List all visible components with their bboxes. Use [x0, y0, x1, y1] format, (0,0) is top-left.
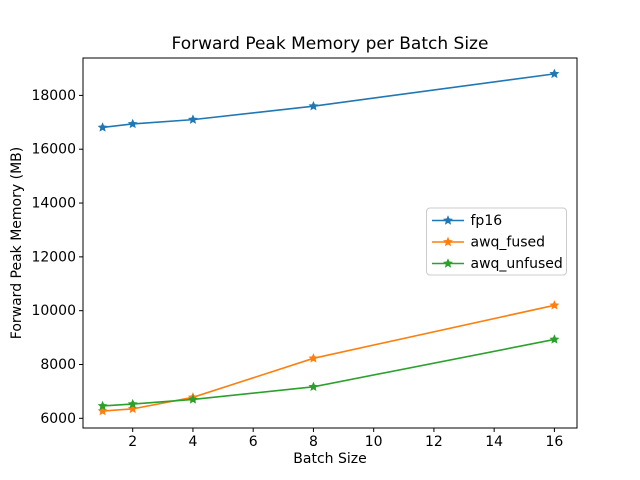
x-tick-label: 2	[128, 434, 137, 450]
series-marker-fp16	[127, 118, 138, 129]
y-tick-label: 14000	[31, 196, 76, 212]
legend-entry-label: fp16	[471, 213, 503, 229]
series-marker-awq_unfused	[188, 394, 198, 404]
x-tick-label: 4	[188, 434, 197, 450]
series-marker-awq_fused	[549, 300, 560, 310]
x-tick-label: 10	[365, 434, 383, 450]
series-marker-fp16	[308, 100, 319, 111]
series-line-awq_unfused	[101, 338, 556, 407]
legend-marker	[443, 236, 453, 247]
y-tick-label: 6000	[40, 411, 76, 427]
series-marker-awq_fused	[308, 353, 319, 363]
x-tick-label: 12	[425, 434, 443, 450]
legend-marker	[443, 215, 453, 225]
series-marker-fp16	[549, 68, 560, 79]
series-line-awq_fused	[101, 304, 556, 412]
plot-area: 2 4 6 8 10 12 14 16 6000 8000 10000 12000 14000 16000…	[31, 57, 578, 450]
legend: fp16 awq_fused awq_unfused	[426, 207, 567, 276]
series-marker-awq_unfused	[127, 398, 138, 409]
legend-entry-label: awq_unfused	[471, 256, 563, 272]
series-marker-awq_fused	[127, 403, 138, 414]
y-axis-label: Forward Peak Memory (MB)	[9, 147, 25, 339]
series-marker-fp16	[97, 122, 108, 132]
y-tick-label: 8000	[40, 357, 76, 373]
chart-title: Forward Peak Memory per Batch Size	[172, 34, 489, 54]
legend-entry-label: awq_fused	[471, 235, 546, 251]
series-marker-awq_unfused	[97, 400, 108, 411]
x-tick-label: 16	[545, 434, 563, 450]
x-tick-label: 8	[309, 434, 318, 450]
series-marker-fp16	[188, 114, 198, 124]
axes-frame	[82, 57, 578, 429]
y-tick-label: 10000	[31, 303, 76, 319]
y-tick-label: 16000	[31, 142, 76, 158]
x-tick-label: 14	[485, 434, 503, 450]
x-axis-label: Batch Size	[293, 451, 366, 467]
legend-marker	[443, 258, 453, 268]
y-tick-label: 12000	[31, 249, 76, 265]
legend-box	[426, 207, 567, 276]
series-marker-awq_unfused	[549, 334, 560, 344]
y-tick-label: 18000	[31, 88, 76, 104]
series-marker-awq_fused	[97, 405, 108, 416]
x-tick-label: 6	[249, 434, 258, 450]
series-marker-awq_unfused	[308, 381, 319, 392]
series-line-fp16	[101, 73, 556, 129]
